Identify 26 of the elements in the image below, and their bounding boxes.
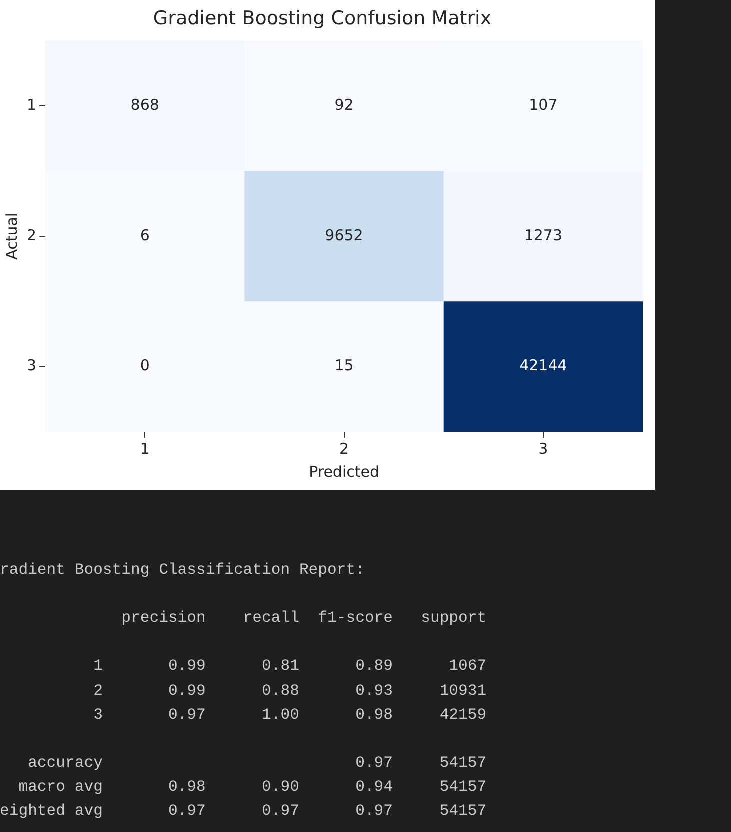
data-label: 15 (334, 356, 354, 375)
text: radient Boosting Classification Report: (0, 560, 366, 581)
text: 3 0.97 1.00 0.98 42159 (92, 704, 487, 726)
text: 1 0.99 0.81 0.89 1067 (92, 656, 487, 678)
y-axis-title: Actual (2, 212, 21, 260)
y-tick-label: 1 (26, 96, 37, 114)
data-label: 92 (334, 96, 354, 114)
data-label: 42144 (520, 356, 568, 375)
data-label: 107 (529, 96, 558, 114)
text: eighted avg 0.97 0.97 0.97 54157 (0, 801, 487, 822)
text: macro avg 0.98 0.90 0.94 54157 (18, 777, 487, 798)
x-tick-label: 3 (538, 440, 548, 458)
data-label: 1273 (524, 226, 563, 244)
text: 2 0.99 0.88 0.93 10931 (92, 680, 487, 702)
x-tick-label: 2 (340, 440, 350, 458)
y-tick-label: 3 (26, 356, 37, 375)
chart-title: Gradient Boosting Confusion Matrix (153, 7, 492, 30)
text: precision recall f1-score support (120, 608, 487, 630)
x-tick-label: 1 (140, 440, 150, 458)
data-label: 6 (140, 226, 150, 244)
data-label: 868 (130, 96, 160, 114)
data-label: 0 (140, 356, 150, 375)
text: accuracy 0.97 54157 (27, 753, 487, 774)
x-axis-title: Predicted (309, 462, 380, 481)
y-tick-label: 2 (26, 226, 37, 244)
data-label: 9652 (325, 226, 364, 244)
